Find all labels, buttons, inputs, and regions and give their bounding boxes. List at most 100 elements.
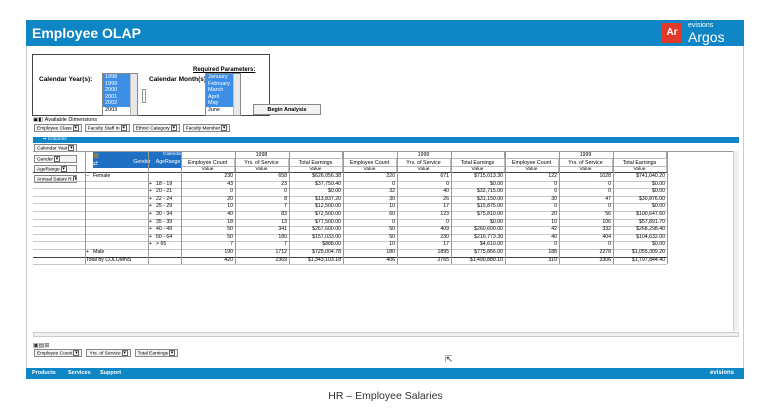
data-cell[interactable]: 26 xyxy=(443,195,449,202)
measure-column-header[interactable]: Total Earnings xyxy=(613,158,667,166)
age-expand-icon[interactable]: + xyxy=(149,195,153,202)
data-cell[interactable]: 13 xyxy=(281,218,287,225)
age-expand-icon[interactable]: + xyxy=(149,218,153,225)
chevron-down-icon[interactable]: ▾ xyxy=(120,125,127,131)
data-cell[interactable]: $0.00 xyxy=(652,241,665,248)
year-option[interactable]: 2000 xyxy=(103,87,130,94)
year-list-resize-handle[interactable] xyxy=(142,89,146,103)
measure-column-header[interactable]: Employee Count xyxy=(343,158,397,166)
data-cell[interactable]: 40 xyxy=(227,211,233,217)
year-scrollbar[interactable] xyxy=(130,74,137,115)
data-cell[interactable]: 30 xyxy=(551,195,557,202)
measure-column-header[interactable]: Total Earnings xyxy=(289,158,343,166)
data-cell[interactable]: 50 xyxy=(227,233,233,240)
measure-chip[interactable]: Employee Count ▾ xyxy=(34,349,83,357)
age-expand-icon[interactable]: + xyxy=(149,180,153,187)
data-cell[interactable]: 0 xyxy=(608,188,611,195)
measure-column-header[interactable]: Yrs. of Service xyxy=(235,158,289,166)
data-cell[interactable]: 7 xyxy=(230,241,233,248)
dimensions-toggle-icon[interactable]: ▣◧ xyxy=(33,117,44,123)
data-cell[interactable]: 32 xyxy=(389,188,395,195)
measure-column-header[interactable]: Total Earnings xyxy=(451,158,505,166)
data-cell[interactable]: $15,875.00 xyxy=(477,203,503,210)
footer-link-products[interactable]: Products xyxy=(32,370,56,376)
data-cell[interactable]: 43 xyxy=(227,180,233,187)
measure-chip[interactable]: Total Earnings ▾ xyxy=(134,349,179,357)
chevron-down-icon[interactable]: ▾ xyxy=(72,125,79,131)
data-cell[interactable]: 0 xyxy=(554,180,557,187)
calendar-year-list[interactable]: 1998 1999 2000 2001 2002 2003 xyxy=(102,73,138,116)
female-expand-icon[interactable]: − xyxy=(86,173,90,179)
chevron-down-icon[interactable]: ▾ xyxy=(54,156,60,162)
data-cell[interactable]: $267,600.00 xyxy=(312,226,341,233)
data-cell[interactable]: $32,715.00 xyxy=(477,188,503,195)
data-cell[interactable]: 0 xyxy=(392,218,395,225)
month-option[interactable]: May xyxy=(206,100,233,107)
data-cell[interactable]: $210,773.30 xyxy=(474,233,503,240)
dimension-chip[interactable]: Faculty Member ▾ xyxy=(182,124,231,132)
calendar-month-list[interactable]: January February March April May June xyxy=(205,73,241,116)
data-cell[interactable]: 123 xyxy=(440,211,449,217)
year-option[interactable]: 1999 xyxy=(103,80,130,88)
data-cell[interactable]: 0 xyxy=(608,180,611,187)
year-option[interactable]: 2003 xyxy=(105,106,118,113)
chevron-down-icon[interactable]: ▾ xyxy=(73,350,80,356)
measure-column-header[interactable]: Employee Count xyxy=(181,158,235,166)
data-cell[interactable]: 106 xyxy=(602,218,611,225)
data-cell[interactable]: 0 xyxy=(608,241,611,248)
row-dimension-chip[interactable]: Annual Salary R ▾ xyxy=(34,175,77,183)
age-expand-icon[interactable]: + xyxy=(149,233,153,240)
measure-column-header[interactable]: Yrs. of Service xyxy=(397,158,451,166)
data-cell[interactable]: $0.00 xyxy=(490,218,503,225)
age-expand-icon[interactable]: + xyxy=(149,188,153,195)
year-column-header[interactable]: 1999 xyxy=(343,152,505,158)
data-cell[interactable]: $0.00 xyxy=(328,188,341,195)
data-cell[interactable]: 0 xyxy=(446,218,449,225)
year-column-header[interactable]: 1999 xyxy=(505,152,667,158)
footer-link-services[interactable]: Services xyxy=(68,370,91,376)
month-option[interactable]: April xyxy=(206,93,233,101)
data-cell[interactable]: $260,600.00 xyxy=(474,226,503,233)
data-cell[interactable]: $77,500.00 xyxy=(315,218,341,225)
data-cell[interactable]: $0.00 xyxy=(652,188,665,195)
male-expand-icon[interactable]: + xyxy=(86,249,90,255)
age-expand-icon[interactable]: + xyxy=(149,203,153,210)
data-cell[interactable]: 18 xyxy=(227,218,233,225)
month-scrollbar[interactable] xyxy=(233,74,240,115)
data-cell[interactable]: $0.00 xyxy=(490,180,503,187)
data-cell[interactable]: 341 xyxy=(278,226,287,233)
month-option[interactable]: June xyxy=(208,106,220,113)
data-cell[interactable]: 42 xyxy=(551,226,557,233)
row-dimension-chip[interactable]: Gender ▾ xyxy=(34,155,77,163)
horizontal-scrollbar[interactable] xyxy=(33,332,739,337)
data-cell[interactable]: 332 xyxy=(602,226,611,233)
data-cell[interactable]: 0 xyxy=(554,188,557,195)
data-cell[interactable]: 180 xyxy=(278,233,287,240)
month-option[interactable]: February xyxy=(206,80,233,88)
data-cell[interactable]: 50 xyxy=(227,226,233,233)
chevron-down-icon[interactable]: ▾ xyxy=(170,125,177,131)
data-cell[interactable]: 8 xyxy=(284,195,287,202)
month-option[interactable]: January xyxy=(206,74,233,81)
data-cell[interactable]: $72,500.00 xyxy=(315,211,341,217)
data-cell[interactable]: 10 xyxy=(389,203,395,210)
data-cell[interactable]: 0 xyxy=(392,180,395,187)
chevron-down-icon[interactable]: ▾ xyxy=(121,350,128,356)
data-cell[interactable]: 83 xyxy=(281,211,287,217)
data-cell[interactable]: 50 xyxy=(389,233,395,240)
data-cell[interactable]: 0 xyxy=(554,241,557,248)
measure-column-header[interactable]: Employee Count xyxy=(505,158,559,166)
data-cell[interactable]: $31,150.00 xyxy=(477,195,503,202)
year-option[interactable]: 1998 xyxy=(103,74,130,81)
data-cell[interactable]: 30 xyxy=(389,195,395,202)
dimension-chip[interactable]: Faculty Staff In ▾ xyxy=(84,124,130,132)
data-cell[interactable]: $888.00 xyxy=(322,241,341,248)
data-cell[interactable]: $4,610.00 xyxy=(479,241,503,248)
data-cell[interactable]: 20 xyxy=(551,211,557,217)
data-cell[interactable]: 56 xyxy=(605,211,611,217)
pivot-icon[interactable]: ⚙ xyxy=(93,153,100,160)
data-cell[interactable]: $12,500.00 xyxy=(315,203,341,210)
data-cell[interactable]: 0 xyxy=(284,188,287,195)
data-cell[interactable]: $30,876.00 xyxy=(639,195,665,202)
data-cell[interactable]: $75,810.00 xyxy=(477,211,503,217)
